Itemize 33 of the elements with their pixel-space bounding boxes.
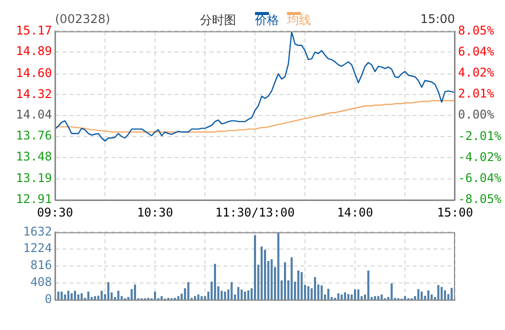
y2-tick-label: -4.02%	[458, 150, 502, 164]
text: 15:00	[420, 12, 455, 26]
y-tick-label: 13.19	[16, 171, 52, 186]
y-tick-label: 816	[30, 258, 52, 272]
y-tick-label: 15.17	[16, 23, 52, 38]
y2-tick-label: -2.01%	[458, 128, 502, 143]
y2-tick-label: 0.00%	[458, 108, 495, 122]
y-tick-label: 13.76	[16, 128, 52, 143]
y-tick-label: 0	[44, 292, 52, 306]
y-tick-label: 13.48	[16, 150, 52, 164]
y-tick-label: 14.32	[16, 86, 52, 101]
legend-label: 均线	[287, 13, 311, 27]
y2-tick-label: -8.05%	[458, 192, 502, 206]
legend-label: 价格	[255, 13, 279, 27]
x-tick-label: 11:30/13:00	[215, 205, 295, 220]
x-tick-label: 09:30	[36, 205, 74, 220]
y-tick-label: 1224	[23, 241, 52, 256]
y-tick-label: 14.60	[16, 66, 52, 80]
y2-tick-label: 4.02%	[458, 66, 495, 80]
x-tick-label: 15:00	[436, 205, 474, 220]
chart-title: 分时图	[200, 12, 236, 29]
chart-subtitle: (002328)	[55, 12, 110, 26]
y2-tick-label: 8.05%	[458, 23, 495, 38]
y2-tick-label: 2.01%	[458, 86, 495, 101]
y-tick-label: 14.04	[16, 108, 52, 122]
y-tick-label: 1632	[23, 224, 52, 238]
x-tick-label: 14:00	[336, 205, 374, 220]
y2-tick-label: 6.04%	[458, 44, 495, 58]
y2-tick-label: -6.04%	[458, 171, 502, 186]
y-tick-label: 408	[30, 275, 52, 290]
y-tick-label: 12.91	[16, 192, 52, 206]
x-tick-label: 10:30	[136, 205, 174, 220]
y-tick-label: 14.89	[16, 44, 52, 58]
